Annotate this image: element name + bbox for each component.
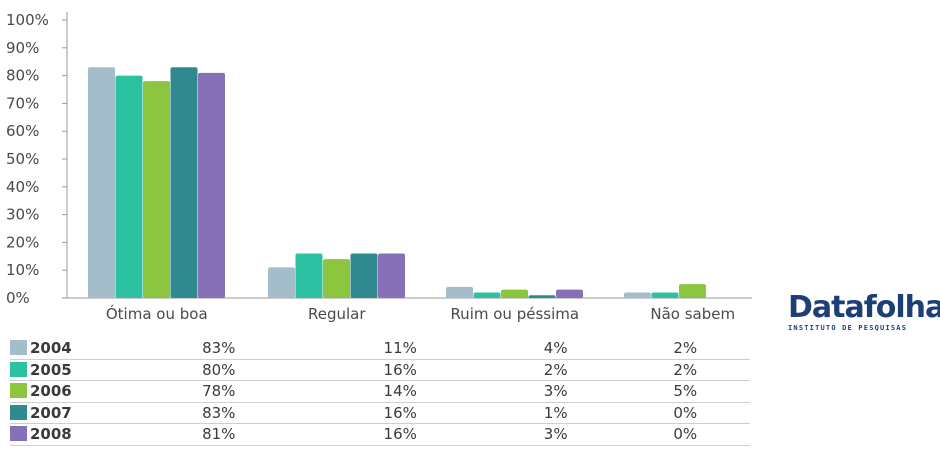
x-axis-labels: Ótima ou boa Regular Ruim ou péssima Não sa… [106,304,735,323]
bar-2004-3 [446,286,473,298]
legend-entry: 2006 [10,380,128,403]
y-tick-label: 70% [6,94,39,112]
series-name: 2007 [30,403,72,422]
category-label: Regular [308,305,366,323]
table-cell-value: 3% [490,380,621,403]
table-cell-value: 16% [309,359,491,381]
table-row: 2007 83% 16% 1% 0% [10,402,750,424]
legend-swatch [10,340,27,356]
table-cell-value: 83% [128,402,310,424]
legend-swatch [10,383,27,399]
bar-2006-4 [679,284,706,298]
bar-2006-2 [323,259,350,298]
logo-tagline: INSTITUTO DE PESQUISAS [788,324,908,332]
table-row: 2004 83% 11% 4% 2% [10,338,750,360]
y-tick-label: 80% [6,67,39,85]
table-row: 2008 81% 16% 3% 0% [10,423,750,446]
datafolha-logo: Datafolha INSTITUTO DE PESQUISAS [788,290,940,333]
legend-entry: 2007 [10,402,128,424]
table-cell-value: 4% [490,338,621,360]
table-cell-value: 1% [490,402,621,424]
table-cell-value: 2% [620,338,750,360]
bar-2006-3 [501,289,528,298]
table-cell-value: 0% [620,402,750,424]
table-cell-value: 2% [620,359,750,381]
bars [88,67,706,298]
y-tick-label: 60% [6,122,39,140]
table-cell-value: 3% [490,423,621,446]
logo-wordmark: Datafolha [788,290,940,325]
bar-2008-3 [556,289,583,298]
y-tick-label: 90% [6,39,39,57]
legend-entry: 2004 [10,338,128,360]
legend-entry: 2005 [10,359,128,381]
bar-2005-1 [115,75,143,298]
table-cell-value: 11% [309,338,491,360]
table-cell-value: 14% [309,380,491,403]
bar-chart: 0% 10% 20% 30% 40% 50% 60% 70% 80% 90% 100% Ótima … [6,11,752,323]
table-cell-value: 80% [128,359,310,381]
y-tick-label: 20% [6,233,39,251]
data-table: 2004 83% 11% 4% 2% 2005 80% 16% 2% 2% 2006 78% 14% 3%… [10,338,750,446]
y-tick-label: 40% [6,178,39,196]
legend-entry: 2008 [10,423,128,446]
bar-2007-2 [350,253,378,298]
table-cell-value: 16% [309,402,491,424]
legend-swatch [10,426,27,442]
category-label: Ruim ou péssima [450,305,579,323]
table-cell-value: 0% [620,423,750,446]
bar-2004-2 [268,267,295,298]
series-name: 2004 [30,339,72,358]
legend-swatch [10,404,27,420]
table-cell-value: 5% [620,380,750,403]
bar-2008-1 [198,72,225,298]
bar-2004-4 [624,292,651,298]
bar-2007-3 [528,295,556,298]
series-name: 2005 [30,360,72,379]
bar-2007-1 [170,67,198,298]
bar-2005-2 [295,253,323,298]
y-tick-label: 50% [6,150,39,168]
y-tick-label: 30% [6,206,39,224]
bar-2005-4 [651,292,679,298]
bar-2005-3 [473,292,501,298]
table-cell-value: 78% [128,380,310,403]
table-row: 2005 80% 16% 2% 2% [10,359,750,381]
table-row: 2006 78% 14% 3% 5% [10,380,750,403]
bar-2006-1 [143,81,170,298]
table-cell-value: 83% [128,338,310,360]
y-tick-label: 0% [6,289,30,307]
table-cell-value: 16% [309,423,491,446]
series-name: 2008 [30,425,72,444]
y-tick-label: 10% [6,261,39,279]
category-label: Não sabem [650,305,735,323]
y-axis: 0% 10% 20% 30% 40% 50% 60% 70% 80% 90% 100% [6,11,752,307]
series-name: 2006 [30,382,72,401]
table-cell-value: 2% [490,359,621,381]
y-tick-label: 100% [6,11,49,29]
bar-2004-1 [88,67,115,298]
table-cell-value: 81% [128,423,310,446]
category-label: Ótima ou boa [106,304,208,323]
legend-swatch [10,361,27,377]
bar-2008-2 [378,253,405,298]
